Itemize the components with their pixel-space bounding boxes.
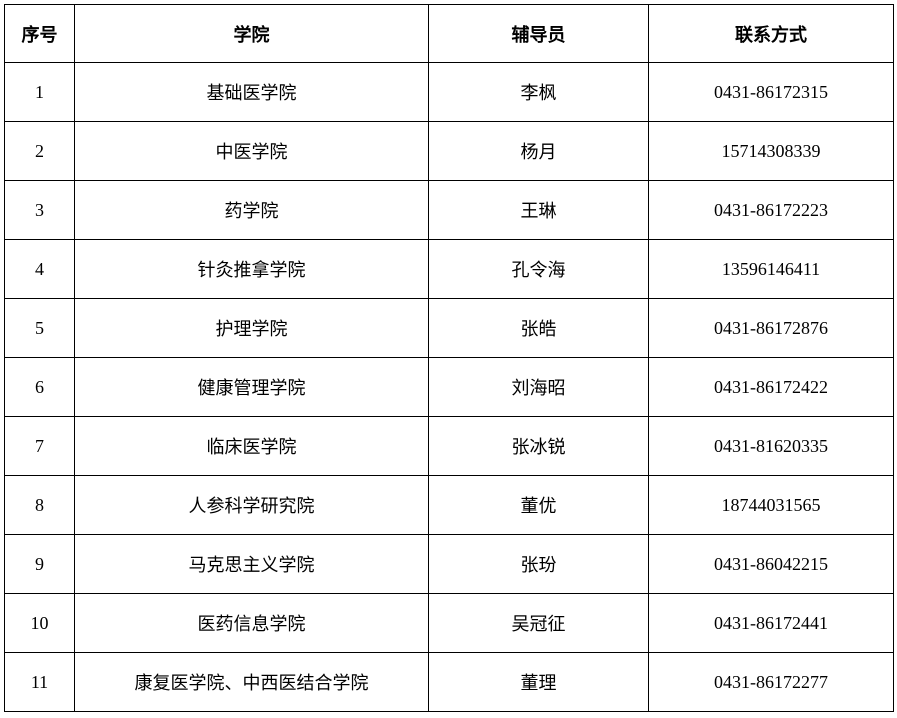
cell-counselor: 张玢 (429, 535, 649, 594)
cell-contact: 0431-86172223 (649, 181, 894, 240)
cell-college: 中医学院 (75, 122, 429, 181)
cell-index: 4 (5, 240, 75, 299)
cell-contact: 13596146411 (649, 240, 894, 299)
table-row: 8 人参科学研究院 董优 18744031565 (5, 476, 894, 535)
cell-contact: 18744031565 (649, 476, 894, 535)
cell-contact: 0431-81620335 (649, 417, 894, 476)
header-index: 序号 (5, 5, 75, 63)
table-row: 4 针灸推拿学院 孔令海 13596146411 (5, 240, 894, 299)
table-row: 1 基础医学院 李枫 0431-86172315 (5, 63, 894, 122)
cell-college: 药学院 (75, 181, 429, 240)
header-college: 学院 (75, 5, 429, 63)
table-row: 2 中医学院 杨月 15714308339 (5, 122, 894, 181)
cell-counselor: 董优 (429, 476, 649, 535)
cell-college: 医药信息学院 (75, 594, 429, 653)
cell-contact: 0431-86172277 (649, 653, 894, 712)
cell-college: 康复医学院、中西医结合学院 (75, 653, 429, 712)
table-row: 6 健康管理学院 刘海昭 0431-86172422 (5, 358, 894, 417)
cell-counselor: 吴冠征 (429, 594, 649, 653)
table-row: 9 马克思主义学院 张玢 0431-86042215 (5, 535, 894, 594)
cell-index: 10 (5, 594, 75, 653)
cell-index: 5 (5, 299, 75, 358)
cell-contact: 0431-86172876 (649, 299, 894, 358)
cell-contact: 0431-86172315 (649, 63, 894, 122)
header-counselor: 辅导员 (429, 5, 649, 63)
cell-index: 3 (5, 181, 75, 240)
cell-college: 马克思主义学院 (75, 535, 429, 594)
cell-index: 1 (5, 63, 75, 122)
cell-index: 9 (5, 535, 75, 594)
cell-index: 11 (5, 653, 75, 712)
cell-contact: 15714308339 (649, 122, 894, 181)
cell-index: 6 (5, 358, 75, 417)
cell-college: 健康管理学院 (75, 358, 429, 417)
table-header-row: 序号 学院 辅导员 联系方式 (5, 5, 894, 63)
cell-counselor: 张冰锐 (429, 417, 649, 476)
cell-counselor: 张皓 (429, 299, 649, 358)
cell-college: 护理学院 (75, 299, 429, 358)
cell-contact: 0431-86172441 (649, 594, 894, 653)
cell-counselor: 刘海昭 (429, 358, 649, 417)
table-row: 10 医药信息学院 吴冠征 0431-86172441 (5, 594, 894, 653)
cell-index: 8 (5, 476, 75, 535)
cell-college: 基础医学院 (75, 63, 429, 122)
header-contact: 联系方式 (649, 5, 894, 63)
cell-college: 临床医学院 (75, 417, 429, 476)
table-row: 11 康复医学院、中西医结合学院 董理 0431-86172277 (5, 653, 894, 712)
table-row: 3 药学院 王琳 0431-86172223 (5, 181, 894, 240)
cell-contact: 0431-86042215 (649, 535, 894, 594)
contact-table: 序号 学院 辅导员 联系方式 1 基础医学院 李枫 0431-86172315 … (4, 4, 894, 712)
cell-counselor: 孔令海 (429, 240, 649, 299)
table-row: 7 临床医学院 张冰锐 0431-81620335 (5, 417, 894, 476)
table-body: 1 基础医学院 李枫 0431-86172315 2 中医学院 杨月 15714… (5, 63, 894, 712)
cell-counselor: 董理 (429, 653, 649, 712)
cell-index: 2 (5, 122, 75, 181)
cell-counselor: 王琳 (429, 181, 649, 240)
cell-college: 人参科学研究院 (75, 476, 429, 535)
cell-counselor: 李枫 (429, 63, 649, 122)
cell-college: 针灸推拿学院 (75, 240, 429, 299)
cell-contact: 0431-86172422 (649, 358, 894, 417)
cell-index: 7 (5, 417, 75, 476)
cell-counselor: 杨月 (429, 122, 649, 181)
table-row: 5 护理学院 张皓 0431-86172876 (5, 299, 894, 358)
